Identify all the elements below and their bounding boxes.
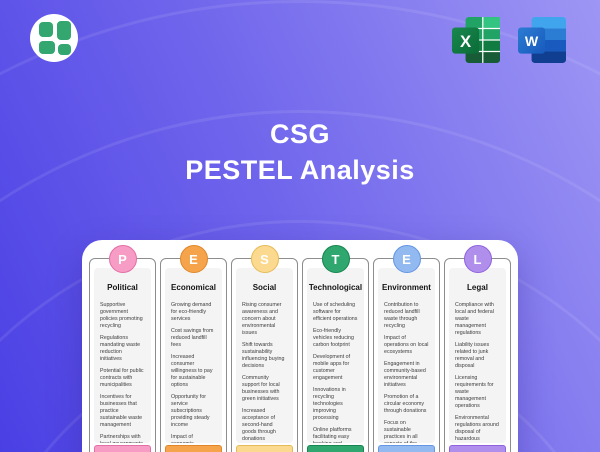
- pestel-column-title: Political: [107, 283, 138, 292]
- pestel-columns: P Political Supportive government polici…: [88, 245, 512, 452]
- pestel-item: Impact of economic downturns on disposab…: [171, 433, 194, 443]
- pestel-letter: E: [402, 251, 411, 267]
- pestel-panel: Political Supportive government policies…: [94, 268, 151, 443]
- pestel-column: P Political Supportive government polici…: [89, 245, 156, 452]
- pestel-item: Online platforms facilitating easy booki…: [313, 426, 352, 443]
- pestel-item: Cost savings from reduced landfill fees: [171, 327, 214, 348]
- pestel-column: T Technological Use of scheduling softwa…: [302, 245, 369, 452]
- pestel-color-bar: [378, 445, 435, 452]
- pestel-item: Shift towards sustainability influencing…: [242, 341, 285, 369]
- pestel-item: Innovations in recycling technologies im…: [313, 386, 346, 421]
- analysis-title: PESTEL Analysis: [185, 155, 415, 185]
- pestel-letter: T: [331, 251, 340, 267]
- pestel-color-bar: [307, 445, 364, 452]
- pestel-item-list: Supportive government policies promoting…: [94, 292, 151, 443]
- pestel-item: Increased acceptance of second-hand good…: [242, 407, 276, 442]
- svg-text:W: W: [525, 33, 539, 49]
- pestel-panel: Economical Growing demand for eco-friend…: [165, 268, 222, 443]
- pestel-letter-badge: L: [463, 245, 492, 273]
- pestel-item: Growing demand for eco-friendly services: [171, 302, 212, 322]
- export-app-icons: X W: [452, 17, 566, 63]
- pestel-letter: S: [260, 251, 269, 267]
- pestel-item: Development of mobile apps for customer …: [313, 353, 351, 381]
- pestel-item: Partnerships with local governments for …: [100, 433, 143, 443]
- pestel-letter: E: [189, 251, 198, 267]
- pestel-item: Increased consumer willingness to pay fo…: [171, 353, 213, 388]
- pestel-column-title: Social: [252, 283, 277, 292]
- svg-text:X: X: [460, 32, 471, 51]
- pestel-item: Rising consumer awareness and concern ab…: [242, 302, 282, 336]
- pestel-panel: Environment Contribution to reduced land…: [378, 268, 435, 443]
- pestel-item: Promotion of a circular economy through …: [384, 393, 427, 414]
- pestel-item-list: Rising consumer awareness and concern ab…: [236, 292, 293, 443]
- pestel-column: E Economical Growing demand for eco-frie…: [160, 245, 227, 452]
- pestel-column-title: Legal: [467, 283, 488, 292]
- pestel-item: Focus on sustainable practices in all as…: [384, 419, 418, 443]
- pestel-color-bar: [236, 445, 293, 452]
- word-icon[interactable]: W: [518, 17, 566, 63]
- pestel-letter-badge: S: [250, 245, 279, 273]
- pestel-color-bar: [449, 445, 506, 452]
- pestel-item: Liability issues related to junk removal…: [455, 341, 490, 369]
- pestel-item-list: Growing demand for eco-friendly services…: [165, 292, 222, 443]
- pestel-column: S Social Rising consumer awareness and c…: [231, 245, 298, 452]
- pestel-letter-badge: P: [108, 245, 137, 273]
- pestel-item: Regulations mandating waste reduction in…: [100, 334, 141, 362]
- pestel-item: Supportive government policies promoting…: [100, 302, 143, 329]
- pestel-item-list: Use of scheduling software for efficient…: [307, 292, 364, 443]
- pestel-column-title: Technological: [308, 283, 363, 292]
- pestel-column: L Legal Compliance with local and federa…: [444, 245, 511, 452]
- pestel-item: Opportunity for service subscriptions pr…: [171, 393, 210, 428]
- grid-tiles-icon: [30, 12, 78, 65]
- pestel-color-bar: [94, 445, 151, 452]
- pestel-item-list: Compliance with local and federal waste …: [449, 292, 506, 443]
- pestel-letter: L: [473, 251, 482, 267]
- pestel-letter-badge: E: [392, 245, 421, 273]
- pestel-item: Contribution to reduced landfill waste t…: [384, 302, 420, 329]
- brand-logo[interactable]: [30, 14, 78, 62]
- pestel-letter: P: [118, 251, 127, 267]
- pestel-column-title: Environment: [382, 283, 431, 292]
- pestel-item: Compliance with local and federal waste …: [455, 302, 494, 336]
- pestel-panel: Social Rising consumer awareness and con…: [236, 268, 293, 443]
- pestel-panel: Legal Compliance with local and federal …: [449, 268, 506, 443]
- pestel-color-bar: [165, 445, 222, 452]
- pestel-column: E Environment Contribution to reduced la…: [373, 245, 440, 452]
- pestel-item: Licensing requirements for waste managem…: [455, 374, 494, 409]
- pestel-item-list: Contribution to reduced landfill waste t…: [378, 292, 435, 443]
- pestel-panel: Technological Use of scheduling software…: [307, 268, 364, 443]
- pestel-item: Eco-friendly vehicles reducing carbon fo…: [313, 327, 354, 348]
- pestel-item: Community support for local businesses w…: [242, 374, 280, 402]
- company-name: CSG: [269, 119, 330, 149]
- pestel-column-title: Economical: [171, 283, 216, 292]
- page-title: CSG PESTEL Analysis: [0, 116, 600, 188]
- pestel-letter-badge: E: [179, 245, 208, 273]
- pestel-item: Potential for public contracts with muni…: [100, 367, 144, 388]
- excel-icon[interactable]: X: [452, 17, 500, 63]
- pestel-item: Impact of operations on local ecosystems: [384, 334, 429, 355]
- pestel-letter-badge: T: [321, 245, 350, 273]
- pestel-item: Engagement in community-based environmen…: [384, 360, 426, 388]
- pestel-item: Incentives for businesses that practice …: [100, 393, 143, 428]
- pestel-card: P Political Supportive government polici…: [82, 240, 518, 452]
- pestel-item: Use of scheduling software for efficient…: [313, 302, 358, 322]
- pestel-item: Environmental regulations around disposa…: [455, 414, 499, 443]
